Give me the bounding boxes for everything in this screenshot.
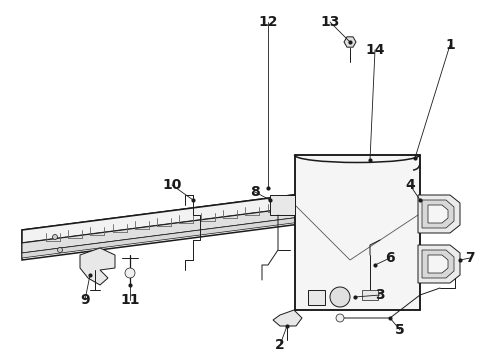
Text: 9: 9 bbox=[80, 293, 90, 307]
Polygon shape bbox=[22, 210, 355, 258]
Text: 10: 10 bbox=[162, 178, 182, 192]
Polygon shape bbox=[22, 200, 355, 253]
Polygon shape bbox=[355, 187, 385, 210]
Text: 14: 14 bbox=[365, 43, 385, 57]
Text: 2: 2 bbox=[275, 338, 285, 352]
Polygon shape bbox=[422, 200, 454, 228]
Text: 4: 4 bbox=[405, 178, 415, 192]
Polygon shape bbox=[270, 195, 295, 215]
Text: 7: 7 bbox=[465, 251, 475, 265]
Circle shape bbox=[125, 268, 135, 278]
Polygon shape bbox=[418, 245, 460, 283]
Polygon shape bbox=[22, 187, 355, 243]
Polygon shape bbox=[273, 310, 302, 326]
Text: 12: 12 bbox=[258, 15, 278, 29]
Circle shape bbox=[330, 287, 350, 307]
Text: 6: 6 bbox=[385, 251, 395, 265]
Polygon shape bbox=[308, 290, 325, 305]
Polygon shape bbox=[80, 248, 115, 285]
Polygon shape bbox=[344, 37, 356, 47]
Polygon shape bbox=[428, 255, 448, 273]
Text: 13: 13 bbox=[320, 15, 340, 29]
Polygon shape bbox=[362, 290, 378, 300]
Text: 3: 3 bbox=[375, 288, 385, 302]
Text: 8: 8 bbox=[250, 185, 260, 199]
Text: 5: 5 bbox=[395, 323, 405, 337]
Circle shape bbox=[57, 248, 63, 252]
Circle shape bbox=[52, 234, 57, 239]
Text: 11: 11 bbox=[120, 293, 140, 307]
Polygon shape bbox=[418, 195, 460, 233]
Circle shape bbox=[336, 314, 344, 322]
Text: 1: 1 bbox=[445, 38, 455, 52]
Polygon shape bbox=[22, 185, 370, 260]
Polygon shape bbox=[428, 205, 448, 223]
Polygon shape bbox=[295, 155, 420, 310]
Polygon shape bbox=[422, 250, 454, 278]
